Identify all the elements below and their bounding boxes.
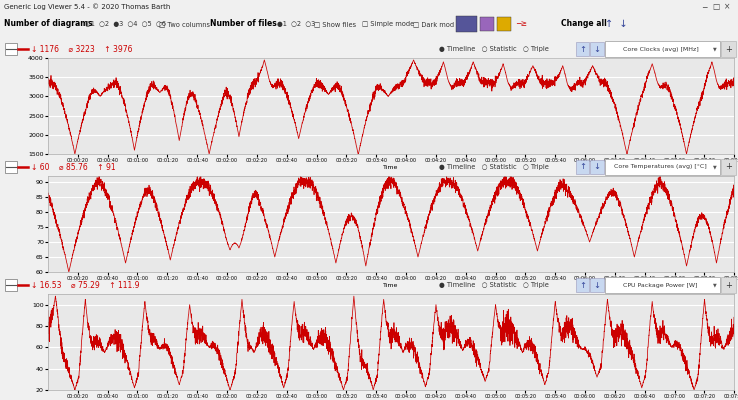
Text: ●1  ○2  ○3: ●1 ○2 ○3 bbox=[277, 21, 315, 27]
Bar bbox=[480, 17, 494, 31]
Text: ↓ 1176    ⌀ 3223    ↑ 3976: ↓ 1176 ⌀ 3223 ↑ 3976 bbox=[31, 44, 133, 54]
X-axis label: Time: Time bbox=[384, 283, 399, 288]
Text: ↓: ↓ bbox=[593, 44, 601, 54]
Text: ▼: ▼ bbox=[712, 164, 717, 170]
Text: ● Timeline   ○ Statistic   ○ Triple: ● Timeline ○ Statistic ○ Triple bbox=[439, 46, 549, 52]
Text: ↓: ↓ bbox=[593, 280, 601, 290]
Text: ● Timeline   ○ Statistic   ○ Triple: ● Timeline ○ Statistic ○ Triple bbox=[439, 164, 549, 170]
Text: Core Clocks (avg) [MHz]: Core Clocks (avg) [MHz] bbox=[623, 46, 698, 52]
Text: +: + bbox=[725, 162, 732, 172]
Text: ↓ 60    ⌀ 85.76    ↑ 91: ↓ 60 ⌀ 85.76 ↑ 91 bbox=[31, 162, 116, 172]
Bar bbox=[721, 278, 736, 292]
Text: CPU Package Power [W]: CPU Package Power [W] bbox=[624, 282, 697, 288]
Text: ↑  ↓: ↑ ↓ bbox=[605, 19, 627, 29]
Text: Change all: Change all bbox=[561, 20, 607, 28]
Bar bbox=[590, 42, 604, 56]
FancyBboxPatch shape bbox=[605, 42, 720, 56]
Text: ↓ 16.53    ⌀ 75.29    ↑ 111.9: ↓ 16.53 ⌀ 75.29 ↑ 111.9 bbox=[31, 280, 139, 290]
Bar bbox=[497, 17, 511, 31]
Bar bbox=[590, 160, 604, 174]
Bar bbox=[576, 42, 589, 56]
Text: □ Simple mode: □ Simple mode bbox=[362, 21, 414, 27]
Bar bbox=[576, 160, 589, 174]
X-axis label: Time: Time bbox=[384, 165, 399, 170]
Text: Generic Log Viewer 5.4 - © 2020 Thomas Barth: Generic Log Viewer 5.4 - © 2020 Thomas B… bbox=[4, 4, 170, 10]
Bar bbox=[721, 160, 736, 174]
Text: Core Temperatures (avg) [°C]: Core Temperatures (avg) [°C] bbox=[614, 164, 707, 170]
Bar bbox=[576, 278, 589, 292]
Text: □ Show files: □ Show files bbox=[314, 21, 356, 27]
Text: ↑: ↑ bbox=[579, 280, 586, 290]
FancyBboxPatch shape bbox=[605, 160, 720, 174]
Text: ↓: ↓ bbox=[593, 162, 601, 172]
Text: ▼: ▼ bbox=[712, 46, 717, 52]
Text: ↑: ↑ bbox=[579, 162, 586, 172]
Bar bbox=[5, 43, 17, 55]
Bar bbox=[5, 161, 17, 173]
Text: +: + bbox=[725, 44, 732, 54]
Text: ×: × bbox=[724, 2, 730, 12]
Text: ▼: ▼ bbox=[712, 282, 717, 288]
Text: □ Dark mod: □ Dark mod bbox=[413, 21, 455, 27]
Text: Number of files: Number of files bbox=[210, 20, 277, 28]
Text: Number of diagrams: Number of diagrams bbox=[4, 20, 92, 28]
Text: ● Timeline   ○ Statistic   ○ Triple: ● Timeline ○ Statistic ○ Triple bbox=[439, 282, 549, 288]
Bar bbox=[5, 279, 17, 291]
Text: □: □ bbox=[712, 2, 720, 12]
Bar bbox=[721, 42, 736, 56]
Text: ─≥: ─≥ bbox=[517, 20, 528, 28]
Text: +: + bbox=[725, 280, 732, 290]
Bar bbox=[456, 16, 477, 32]
Bar bbox=[590, 278, 604, 292]
Text: □ Two columns: □ Two columns bbox=[159, 21, 210, 27]
FancyBboxPatch shape bbox=[605, 278, 720, 292]
Text: ○1  ○2  ●3  ○4  ○5  ○6: ○1 ○2 ●3 ○4 ○5 ○6 bbox=[85, 21, 166, 27]
Text: ─: ─ bbox=[703, 2, 707, 12]
Text: ↑: ↑ bbox=[579, 44, 586, 54]
